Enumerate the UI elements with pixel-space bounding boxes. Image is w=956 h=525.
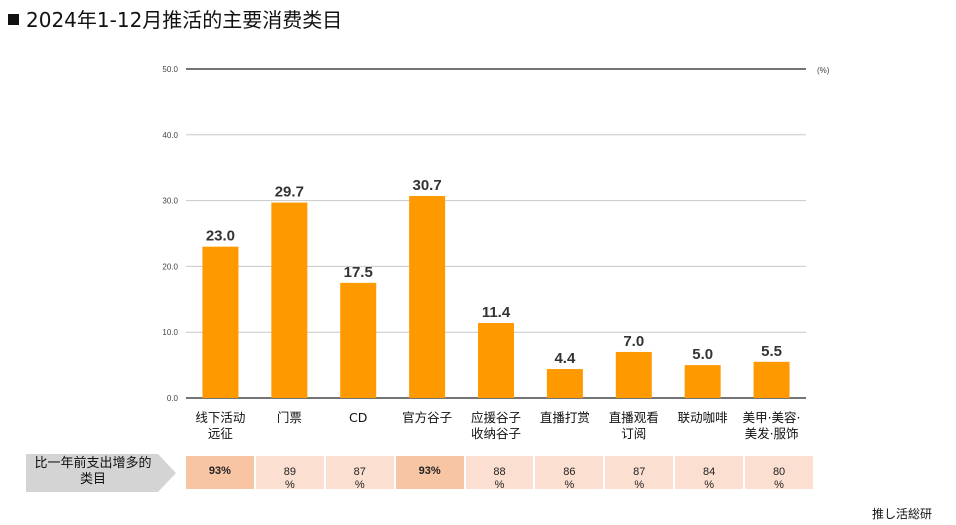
data-label: 17.5 [344, 264, 373, 281]
bar [753, 361, 790, 398]
bar [409, 195, 446, 398]
y-tick-label: 0.0 [167, 394, 179, 403]
bar [202, 246, 239, 398]
bar [546, 369, 583, 398]
bar [271, 202, 308, 398]
comparison-cell: 88% [465, 456, 534, 491]
x-tick-label: 应援谷子 [471, 410, 521, 425]
y-tick-label: 20.0 [162, 262, 178, 271]
data-label: 23.0 [206, 228, 235, 245]
data-label: 7.0 [623, 333, 644, 350]
source-credit: 推し活総研 [871, 507, 932, 521]
comparison-label-text: 比一年前支出增多的类目 [34, 456, 152, 487]
chart-title: 2024年1-12月推活的主要消费类目 [8, 6, 342, 34]
comparison-value: 87% [633, 466, 646, 491]
comparison-row-label: 比一年前支出增多的类目 [26, 454, 176, 492]
x-tick-label: 门票 [277, 410, 302, 425]
bar [340, 282, 377, 398]
data-label: 11.4 [482, 304, 511, 321]
comparison-cell: 89% [255, 456, 324, 491]
data-label: 4.4 [554, 350, 576, 367]
comparison-value: 93% [418, 465, 441, 477]
comparison-cell: 80% [745, 456, 814, 491]
comparison-value: 86% [563, 466, 576, 491]
comparison-cell: 87% [325, 456, 394, 491]
x-tick-label: 美发·服饰 [745, 426, 799, 441]
comparison-value: 88% [493, 466, 506, 491]
x-tick-label: 远征 [208, 426, 234, 441]
data-label: 29.7 [275, 184, 304, 201]
comparison-cell: 93% [186, 456, 254, 489]
title-square-icon [8, 14, 19, 25]
comparison-row: 93% 89% 87% 93% 88% 86% 87% 84% 80% [186, 456, 814, 491]
x-tick-label: 线下活动 [195, 410, 245, 425]
y-tick-label: 40.0 [162, 131, 178, 140]
comparison-cell: 93% [395, 456, 464, 489]
unit-label: (%) [817, 66, 830, 75]
data-label: 5.5 [761, 343, 782, 360]
data-label: 30.7 [413, 177, 442, 194]
comparison-value: 89% [283, 466, 296, 491]
bar [615, 351, 652, 398]
x-tick-label: 美甲·美容· [743, 410, 801, 425]
comparison-cell: 84% [675, 456, 744, 491]
x-tick-label: 官方谷子 [402, 410, 452, 425]
y-tick-label: 30.0 [162, 197, 178, 206]
data-label: 5.0 [692, 346, 713, 363]
comparison-cell: 86% [535, 456, 604, 491]
bar [478, 322, 514, 398]
x-tick-label: 订阅 [621, 426, 646, 441]
comparison-value: 87% [353, 466, 366, 491]
y-tick-label: 50.0 [162, 65, 178, 74]
bar [684, 365, 721, 398]
comparison-cell: 87% [605, 456, 674, 491]
x-tick-label: 联动咖啡 [678, 410, 729, 425]
comparison-value: 80% [772, 466, 786, 491]
comparison-value: 84% [703, 466, 716, 491]
x-tick-label: 收纳谷子 [471, 426, 521, 441]
chart-title-text: 2024年1-12月推活的主要消费类目 [26, 8, 343, 32]
comparison-value: 93% [208, 465, 231, 477]
x-tick-label: 直播观看 [609, 410, 659, 425]
x-tick-label: 直播打赏 [540, 410, 590, 425]
x-tick-label: CD [349, 410, 367, 425]
y-tick-label: 10.0 [162, 328, 178, 337]
